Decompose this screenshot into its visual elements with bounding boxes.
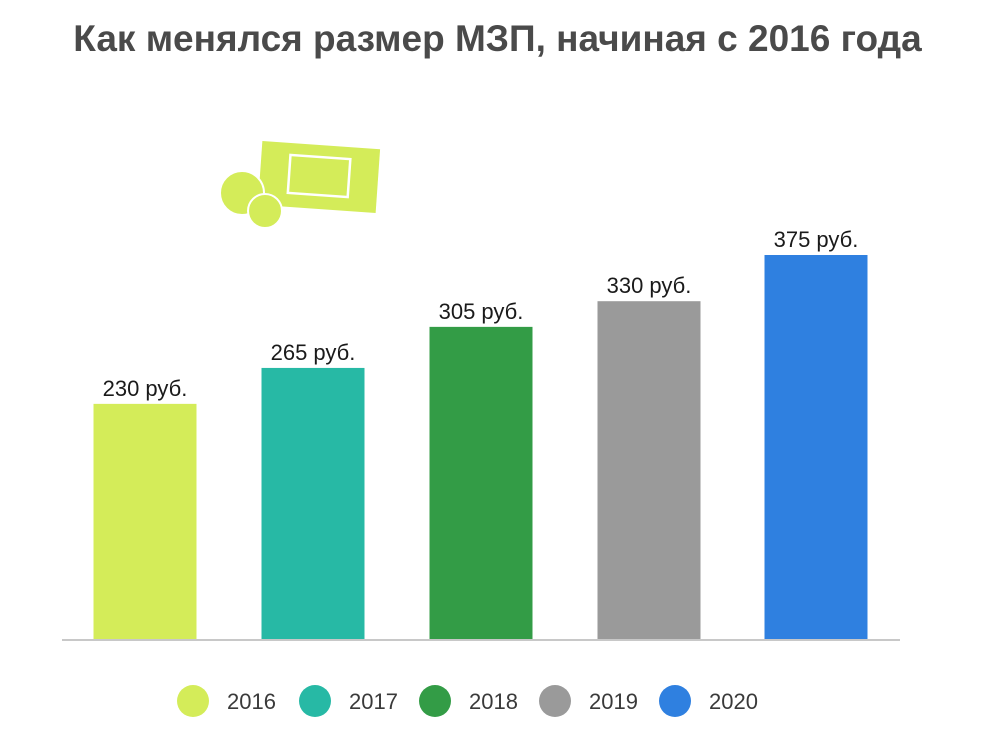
legend-item-2018: 2018 — [419, 685, 518, 717]
legend-label-2018: 2018 — [469, 689, 518, 714]
legend-label-2016: 2016 — [227, 689, 276, 714]
legend-marker-2018 — [419, 685, 451, 717]
data-label-2020: 375 руб. — [774, 227, 859, 252]
bar-2016 — [93, 403, 197, 640]
data-label-2016: 230 руб. — [103, 376, 188, 401]
legend-marker-2019 — [539, 685, 571, 717]
legend-item-2017: 2017 — [299, 685, 398, 717]
legend-label-2019: 2019 — [589, 689, 638, 714]
legend-label-2020: 2020 — [709, 689, 758, 714]
legend-marker-2020 — [659, 685, 691, 717]
legend-item-2020: 2020 — [659, 685, 758, 717]
legend: 2016 2017 2018 2019 2020 — [177, 685, 758, 717]
bar-2019 — [597, 301, 701, 640]
bar-2017 — [261, 367, 365, 640]
data-label-2017: 265 руб. — [271, 340, 356, 365]
coins-and-banknote-icon — [219, 140, 381, 229]
chart-title: Как менялся размер МЗП, начиная с 2016 г… — [73, 18, 922, 59]
legend-label-2017: 2017 — [349, 689, 398, 714]
legend-marker-2016 — [177, 685, 209, 717]
legend-item-2016: 2016 — [177, 685, 276, 717]
bars-layer — [93, 255, 868, 640]
legend-item-2019: 2019 — [539, 685, 638, 717]
data-labels-layer: 230 руб. 265 руб. 305 руб. 330 руб. 375 руб. — [103, 227, 859, 401]
data-label-2019: 330 руб. — [607, 273, 692, 298]
legend-marker-2017 — [299, 685, 331, 717]
data-label-2018: 305 руб. — [439, 299, 524, 324]
bar-2018 — [429, 326, 533, 640]
bar-2020 — [764, 255, 868, 640]
